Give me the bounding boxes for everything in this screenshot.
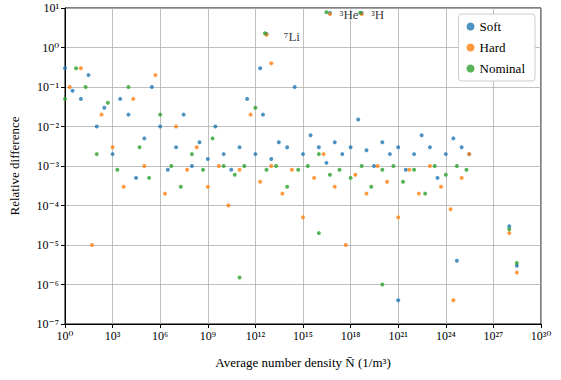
svg-text:Average number density N̄ (1/m: Average number density N̄ (1/m³) — [215, 355, 391, 370]
svg-text:10⁻³: 10⁻³ — [37, 159, 59, 173]
svg-text:10⁻⁴: 10⁻⁴ — [36, 199, 59, 213]
svg-text:10⁻⁵: 10⁻⁵ — [36, 238, 59, 252]
svg-text:⁷Li: ⁷Li — [284, 29, 300, 44]
svg-text:10⁻²: 10⁻² — [37, 120, 59, 134]
svg-text:10⁻¹: 10⁻¹ — [37, 80, 59, 94]
svg-text:10¹: 10¹ — [43, 1, 59, 15]
svg-text:10⁰: 10⁰ — [57, 329, 74, 343]
svg-text:Nominal: Nominal — [480, 61, 526, 76]
svg-text:10³⁰: 10³⁰ — [531, 329, 552, 343]
svg-text:Soft: Soft — [480, 19, 502, 34]
svg-text:10¹⁵: 10¹⁵ — [293, 329, 313, 343]
svg-text:Hard: Hard — [480, 40, 506, 55]
svg-text:10⁻⁶: 10⁻⁶ — [36, 278, 59, 292]
svg-text:10³: 10³ — [105, 329, 121, 343]
svg-text:10²¹: 10²¹ — [389, 329, 409, 343]
svg-text:10⁶: 10⁶ — [152, 329, 168, 343]
svg-text:³He: ³He — [340, 7, 359, 22]
svg-text:10⁰: 10⁰ — [42, 41, 59, 55]
svg-text:10⁻⁷: 10⁻⁷ — [36, 317, 59, 331]
svg-text:Relative difference: Relative difference — [7, 116, 22, 215]
svg-text:10¹²: 10¹² — [246, 329, 266, 343]
svg-text:³H: ³H — [371, 7, 384, 22]
svg-text:10⁹: 10⁹ — [200, 329, 216, 343]
svg-text:10²⁴: 10²⁴ — [436, 329, 456, 343]
svg-text:10²⁷: 10²⁷ — [484, 329, 504, 343]
svg-text:10¹⁸: 10¹⁸ — [341, 329, 361, 343]
